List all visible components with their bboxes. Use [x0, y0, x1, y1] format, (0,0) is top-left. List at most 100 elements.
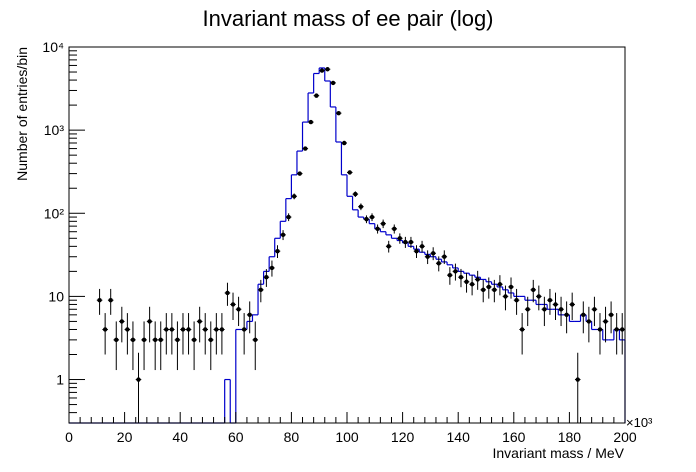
data-point: [325, 67, 330, 72]
data-point: [503, 294, 508, 299]
data-point: [408, 239, 414, 245]
data-point: [247, 312, 252, 318]
chart-title: Invariant mass of ee pair (log): [202, 6, 494, 31]
data-point: [620, 327, 625, 332]
data-point: [414, 248, 419, 254]
data-points-layer: [96, 67, 625, 423]
data-point: [180, 327, 186, 332]
data-point: [558, 307, 564, 312]
data-point: [342, 140, 347, 146]
data-point: [436, 261, 441, 266]
x-tick-label: 60: [228, 429, 244, 445]
data-point: [191, 337, 197, 343]
data-point: [442, 254, 447, 259]
data-point: [236, 307, 241, 312]
data-point: [475, 277, 480, 282]
data-point: [230, 302, 236, 307]
data-point: [319, 68, 325, 73]
data-point: [264, 275, 269, 280]
data-point: [492, 287, 497, 293]
data-point: [125, 327, 130, 332]
x-axis-label: Invariant mass / MeV: [493, 445, 625, 461]
data-point: [430, 251, 436, 256]
data-point: [403, 239, 408, 245]
x-tick-label: 80: [284, 429, 300, 445]
data-point: [547, 298, 553, 303]
data-point: [347, 170, 352, 175]
y-tick-label: 10⁴: [42, 39, 64, 55]
data-point: [536, 294, 542, 299]
data-point: [447, 272, 453, 278]
data-point: [392, 226, 397, 232]
y-tick-label: 10³: [44, 122, 65, 138]
data-point: [114, 337, 119, 343]
data-point: [269, 265, 275, 271]
data-point: [164, 327, 169, 332]
x-tick-label: 160: [502, 429, 526, 445]
data-point: [308, 119, 314, 125]
data-point: [419, 244, 425, 249]
y-axis-label: Number of entries/bin: [14, 47, 30, 181]
data-point: [597, 327, 603, 332]
data-point: [97, 298, 102, 303]
data-point: [592, 307, 597, 312]
data-point: [497, 282, 503, 287]
data-point: [375, 226, 380, 232]
data-point: [141, 337, 147, 343]
data-point: [219, 327, 225, 332]
data-point: [214, 327, 219, 332]
data-point: [531, 287, 536, 293]
data-point: [586, 319, 592, 324]
y-tick-label: 1: [56, 372, 64, 388]
data-point: [108, 298, 113, 303]
data-point: [575, 377, 580, 382]
data-point: [225, 290, 230, 296]
data-point: [186, 327, 191, 332]
data-point: [158, 337, 163, 343]
x-tick-label: 40: [172, 429, 188, 445]
data-point: [425, 254, 430, 259]
data-point: [253, 337, 258, 343]
x-tick-label: 120: [391, 429, 415, 445]
x-tick-label: 200: [613, 429, 637, 445]
data-point: [119, 319, 125, 324]
data-point: [364, 216, 369, 222]
data-point: [330, 80, 336, 86]
data-point: [569, 302, 575, 307]
data-point: [519, 327, 525, 332]
data-point: [203, 327, 208, 332]
data-point: [508, 284, 514, 290]
data-point: [525, 307, 530, 312]
x-tick-label: 140: [447, 429, 471, 445]
x-multiplier-label: ×10³: [626, 415, 653, 430]
data-point: [514, 298, 519, 303]
y-tick-label: 10²: [44, 205, 65, 221]
data-point: [152, 337, 158, 343]
data-point: [303, 146, 308, 151]
data-point: [481, 287, 486, 293]
data-point: [275, 248, 280, 254]
x-tick-label: 180: [558, 429, 582, 445]
data-point: [258, 287, 264, 293]
data-point: [136, 377, 141, 382]
data-point: [353, 191, 358, 197]
data-point: [197, 319, 202, 324]
x-tick-label: 20: [117, 429, 133, 445]
data-point: [608, 312, 614, 318]
data-point: [553, 302, 558, 307]
data-point: [358, 204, 364, 209]
x-tick-label: 0: [65, 429, 73, 445]
data-point: [486, 284, 491, 290]
data-point: [130, 337, 136, 343]
mc-histogram-layer: [69, 67, 626, 424]
data-point: [314, 93, 319, 98]
data-point: [397, 236, 403, 241]
data-point: [369, 214, 375, 220]
data-point: [464, 279, 469, 284]
data-point: [102, 327, 108, 332]
data-point: [147, 319, 152, 324]
data-point: [280, 232, 286, 238]
data-point: [336, 110, 341, 116]
data-point: [169, 327, 175, 332]
